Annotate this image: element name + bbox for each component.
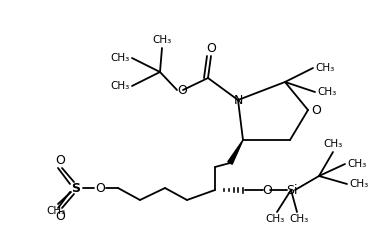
- Text: CH₃: CH₃: [315, 63, 334, 73]
- Text: O: O: [311, 103, 321, 117]
- Text: CH₃: CH₃: [317, 87, 336, 97]
- Text: O: O: [177, 84, 187, 96]
- Text: CH₃: CH₃: [265, 214, 285, 224]
- Text: O: O: [55, 154, 65, 166]
- Text: O: O: [95, 182, 105, 194]
- Text: O: O: [206, 41, 216, 55]
- Text: CH₃: CH₃: [289, 214, 308, 224]
- Text: CH₃: CH₃: [323, 139, 343, 149]
- Polygon shape: [228, 140, 243, 164]
- Text: CH₃: CH₃: [349, 179, 368, 189]
- Text: O: O: [55, 210, 65, 222]
- Text: CH₃: CH₃: [347, 159, 366, 169]
- Text: O: O: [262, 184, 272, 196]
- Text: CH₃: CH₃: [152, 35, 171, 45]
- Text: CH₃: CH₃: [111, 81, 130, 91]
- Text: Si: Si: [286, 184, 298, 196]
- Text: S: S: [71, 182, 80, 194]
- Text: CH₃: CH₃: [47, 206, 66, 216]
- Text: CH₃: CH₃: [111, 53, 130, 63]
- Text: N: N: [233, 93, 242, 106]
